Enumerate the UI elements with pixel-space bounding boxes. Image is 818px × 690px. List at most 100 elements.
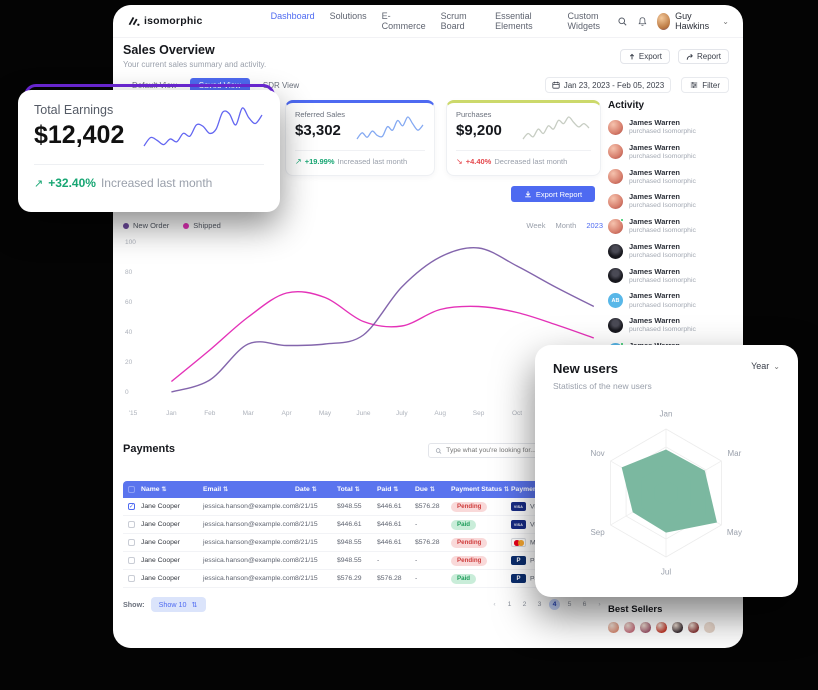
activity-item[interactable]: James Warren purchased Isomorphic: [608, 267, 736, 285]
row-checkbox[interactable]: [128, 575, 135, 582]
cell-date: 8/21/15: [295, 521, 318, 528]
tab-sdr-view[interactable]: SDR View: [262, 80, 300, 90]
sort-icon[interactable]: ⇅: [504, 487, 510, 493]
column-header-date[interactable]: Date ⇅: [295, 486, 317, 493]
legend-shipped[interactable]: Shipped: [183, 221, 221, 230]
cell-total: $948.55: [337, 539, 362, 546]
activity-item[interactable]: James Warren purchased Isomorphic: [608, 217, 736, 235]
best-seller-avatar[interactable]: [704, 622, 715, 633]
sort-icon[interactable]: ⇅: [161, 487, 167, 493]
activity-item[interactable]: James Warren purchased Isomorphic: [608, 316, 736, 334]
column-header-email[interactable]: Email ⇅: [203, 486, 229, 493]
activity-item[interactable]: James Warren purchased Isomorphic: [608, 168, 736, 186]
export-button[interactable]: Export: [619, 49, 670, 64]
pagination-next[interactable]: ›: [598, 601, 601, 608]
best-seller-avatar[interactable]: [672, 622, 683, 633]
notifications-bell-icon[interactable]: [637, 15, 648, 28]
pagination-page-3[interactable]: 3: [537, 601, 542, 608]
column-header-due[interactable]: Due ⇅: [415, 486, 435, 493]
calendar-icon: [552, 81, 560, 89]
stat-card-purchases: Purchases $9,200 ↘ +4.40% Decreased last mon…: [446, 100, 601, 176]
nav-item-e-commerce[interactable]: E-Commerce: [381, 11, 426, 31]
sort-icon[interactable]: ⇅: [429, 487, 435, 493]
sort-icon[interactable]: ⇅: [223, 487, 229, 493]
cell-paid: $576.28: [377, 575, 402, 582]
search-icon[interactable]: [617, 15, 628, 28]
user-name: Guy Hawkins: [675, 11, 710, 31]
activity-item[interactable]: James Warren purchased Isomorphic: [608, 242, 736, 260]
mastercard-icon: [511, 537, 526, 548]
cell-date: 8/21/15: [295, 539, 318, 546]
app-logo[interactable]: isomorphic: [127, 15, 203, 28]
payments-search[interactable]: [428, 443, 550, 458]
nav-item-dashboard[interactable]: Dashboard: [270, 11, 315, 21]
activity-item[interactable]: James Warren purchased Isomorphic: [608, 143, 736, 161]
period-2023[interactable]: 2023: [586, 221, 603, 230]
pagination-page-1[interactable]: 1: [507, 601, 512, 608]
new-users-period-select[interactable]: Year ⌄: [751, 361, 780, 371]
nav-item-essential-elements[interactable]: Essential Elements: [495, 11, 533, 31]
export-report-button[interactable]: Export Report: [511, 186, 595, 202]
best-seller-avatar[interactable]: [656, 622, 667, 633]
cell-paid: $446.61: [377, 539, 402, 546]
filter-button[interactable]: Filter: [681, 77, 729, 93]
sort-icon[interactable]: ⇅: [311, 487, 317, 493]
legend-label: New Order: [133, 221, 170, 230]
status-badge: Pending: [451, 537, 488, 548]
nav-item-scrum-board[interactable]: Scrum Board: [440, 11, 467, 31]
report-button[interactable]: Report: [677, 49, 729, 64]
svg-text:Jul: Jul: [661, 568, 671, 577]
row-checkbox[interactable]: ✓: [128, 503, 135, 510]
pagination-page-2[interactable]: 2: [522, 601, 527, 608]
best-seller-avatar[interactable]: [688, 622, 699, 633]
table-row[interactable]: Jane Cooper jessica.hanson@example.com 8/2…: [123, 534, 733, 552]
row-checkbox[interactable]: [128, 557, 135, 564]
stat-sparkline: [522, 116, 590, 140]
pagination-page-5[interactable]: 5: [567, 601, 572, 608]
row-checkbox[interactable]: [128, 521, 135, 528]
activity-item[interactable]: James Warren purchased Isomorphic: [608, 118, 736, 136]
activity-item[interactable]: James Warren purchased Isomorphic: [608, 192, 736, 210]
total-earnings-value: $12,402: [34, 121, 125, 149]
user-menu[interactable]: Guy Hawkins ⌄: [656, 11, 729, 31]
new-users-period-value: Year: [751, 361, 770, 371]
column-header-payment-status[interactable]: Payment Status ⇅: [451, 486, 510, 493]
column-header-name[interactable]: Name ⇅: [141, 486, 167, 493]
total-earnings-sparkline: [143, 107, 263, 147]
activity-avatar: AB: [608, 293, 623, 309]
column-header-total[interactable]: Total ⇅: [337, 486, 360, 493]
legend-dot-icon: [123, 222, 129, 229]
show-label: Show:: [123, 600, 145, 609]
date-range-picker[interactable]: Jan 23, 2023 - Feb 05, 2023: [544, 77, 672, 93]
best-seller-avatar[interactable]: [624, 622, 635, 633]
total-earnings-change: +32.40%: [48, 176, 96, 190]
user-avatar: [656, 12, 671, 30]
pagination-page-4[interactable]: 4: [549, 599, 560, 610]
table-row[interactable]: ✓ Jane Cooper jessica.hanson@example.com 8/…: [123, 498, 733, 516]
cell-name: Jane Cooper: [141, 539, 180, 546]
best-seller-avatar[interactable]: [608, 622, 619, 633]
period-month[interactable]: Month: [555, 221, 577, 230]
header-checkbox[interactable]: [128, 486, 135, 493]
date-range-value: Jan 23, 2023 - Feb 05, 2023: [563, 80, 665, 90]
activity-title: Activity: [608, 100, 645, 111]
legend-new-order[interactable]: New Order: [123, 221, 169, 230]
stat-change: +4.40%: [465, 157, 492, 166]
payments-search-input[interactable]: [446, 447, 543, 454]
new-users-title: New users: [553, 361, 619, 376]
row-checkbox[interactable]: [128, 539, 135, 546]
activity-avatar: [608, 193, 623, 209]
best-seller-avatar[interactable]: [640, 622, 651, 633]
pagination-prev[interactable]: ‹: [493, 601, 496, 608]
page-size-select[interactable]: Show 10 ⇅: [150, 597, 206, 612]
sort-icon[interactable]: ⇅: [354, 487, 360, 493]
nav-item-solutions[interactable]: Solutions: [329, 11, 367, 21]
nav-item-custom-widgets[interactable]: Custom Widgets: [567, 11, 600, 31]
pagination-page-6[interactable]: 6: [582, 601, 587, 608]
period-week[interactable]: Week: [526, 221, 546, 230]
legend-dot-icon: [183, 222, 190, 229]
cell-email: jessica.hanson@example.com: [203, 557, 296, 564]
sort-icon[interactable]: ⇅: [393, 487, 399, 493]
column-header-paid[interactable]: Paid ⇅: [377, 486, 399, 493]
